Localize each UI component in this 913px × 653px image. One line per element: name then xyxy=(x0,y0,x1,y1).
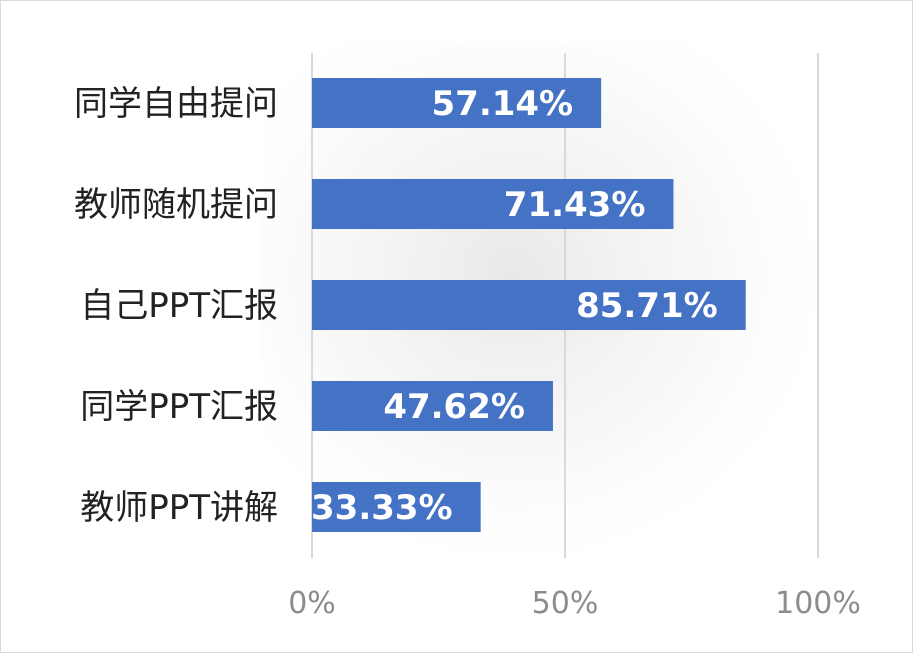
label-layer: 0% 50% 100% 57.14% 同学自由提问 71.43% 教师随机提问 85.71% 自… xyxy=(74,84,861,621)
data-label: 47.62% xyxy=(383,387,525,427)
bar xyxy=(312,482,481,532)
bar-layer xyxy=(312,78,746,532)
category-label: 同学自由提问 xyxy=(74,84,278,124)
category-label: 教师PPT讲解 xyxy=(80,488,278,528)
x-tick-label: 100% xyxy=(775,586,861,621)
category-label: 自己PPT汇报 xyxy=(80,286,278,326)
x-tick-label: 0% xyxy=(288,586,336,621)
data-label: 57.14% xyxy=(432,84,574,124)
data-label: 71.43% xyxy=(504,185,646,225)
bar xyxy=(312,381,553,431)
data-label: 85.71% xyxy=(576,286,718,326)
bar xyxy=(312,280,746,330)
bar xyxy=(312,179,674,229)
x-tick-label: 50% xyxy=(532,586,599,621)
data-label: 33.33% xyxy=(311,488,453,528)
category-label: 同学PPT汇报 xyxy=(80,387,278,427)
category-label: 教师随机提问 xyxy=(74,185,278,225)
bar xyxy=(312,78,602,128)
